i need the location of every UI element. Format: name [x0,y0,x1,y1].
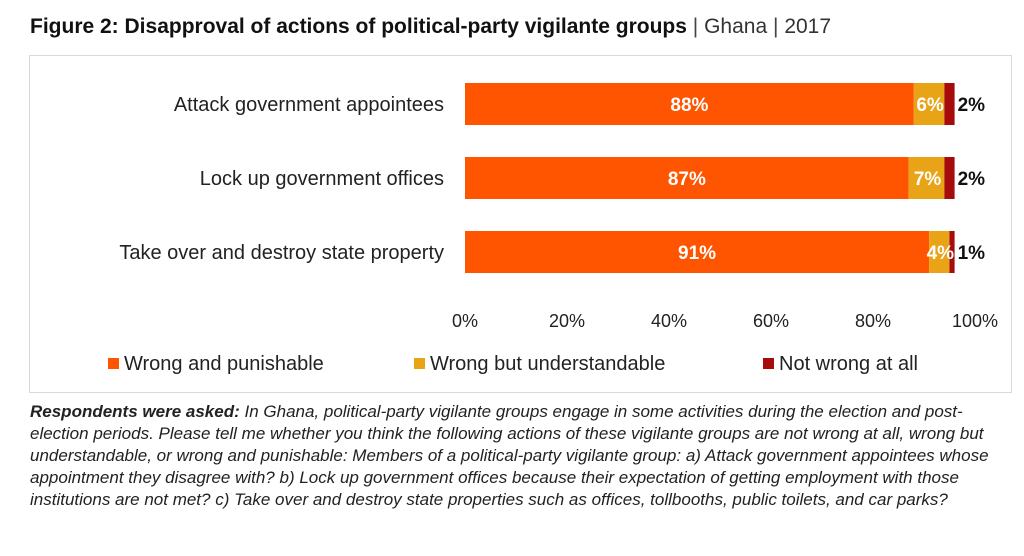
figure-title-main: Figure 2: Disapproval of actions of poli… [30,15,687,38]
title-year: 2017 [784,15,832,38]
legend-item-wrong-understandable: Wrong but understandable [414,352,665,376]
legend-swatch-wrong-understandable [414,358,425,369]
legend-item-not-wrong: Not wrong at all [763,352,918,376]
data-label: 7% [914,169,942,190]
x-tick-label: 20% [549,311,585,331]
x-tick-label: 80% [855,311,891,331]
legend-swatch-not-wrong [763,358,774,369]
legend-label: Not wrong at all [779,353,918,375]
bar-segment [465,83,914,125]
legend-label: Wrong but understandable [430,353,666,375]
x-tick-label: 40% [651,311,687,331]
legend-item-wrong-punishable: Wrong and punishable [108,352,324,376]
bar-segment [929,231,950,273]
bar-segment [949,231,955,273]
bar-segment [944,157,955,199]
bar-segment [908,157,945,199]
x-tick-label: 0% [452,311,478,331]
x-tick-label: 60% [753,311,789,331]
title-separator: | [692,15,699,38]
bar-segment [944,83,955,125]
x-tick-label: 100% [952,311,998,331]
category-label: Attack government appointees [174,94,444,116]
bar-segment [913,83,945,125]
legend-label: Wrong and punishable [124,353,324,375]
data-label: 1% [958,243,986,264]
chart-legend: Wrong and punishable Wrong but understan… [0,352,1024,376]
data-label: 88% [670,95,708,116]
data-label: 2% [958,95,986,116]
figure-title: Figure 2: Disapproval of actions of poli… [30,12,1010,42]
data-label: 91% [678,243,716,264]
bar-segment [465,231,930,273]
survey-question-note: Respondents were asked: In Ghana, politi… [30,401,1010,556]
note-lead: Respondents were asked: [30,402,240,421]
title-separator: | [773,15,779,38]
data-label: 6% [916,95,944,116]
data-label: 4% [927,243,955,264]
stacked-bar-chart: Attack government appointees Lock up gove… [119,83,998,331]
data-label: 2% [958,169,986,190]
category-label: Take over and destroy state property [119,242,444,264]
category-label: Lock up government offices [200,168,444,190]
title-country: Ghana [704,15,768,38]
note-text: In Ghana, political-party vigilante grou… [30,402,989,509]
data-label: 87% [668,169,706,190]
legend-swatch-wrong-punishable [108,358,119,369]
bar-segment [465,157,909,199]
